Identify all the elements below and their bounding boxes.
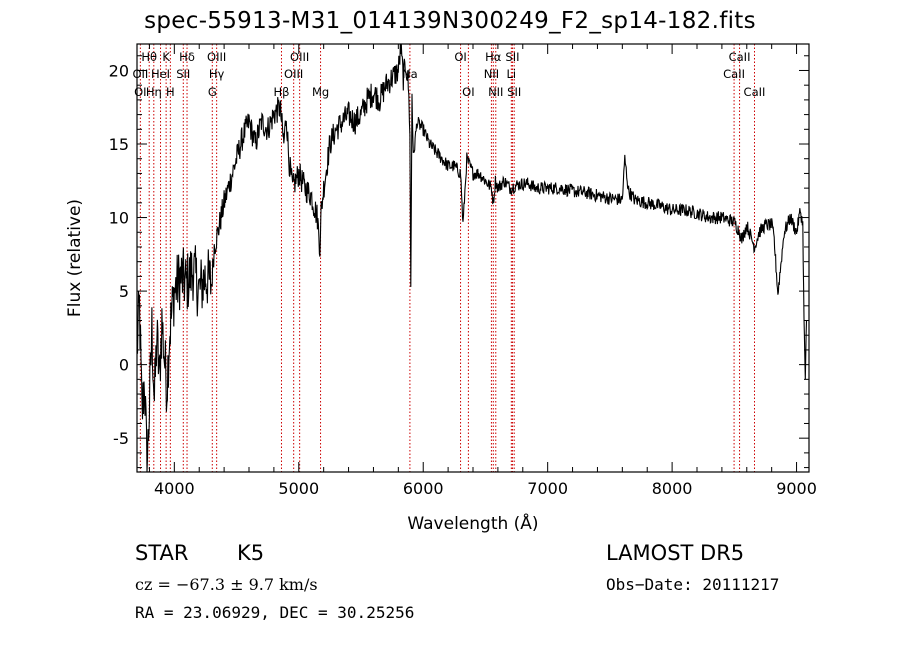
line-label-9: OII: [132, 67, 148, 81]
line-label-26: SII: [507, 85, 521, 99]
x-tick-label-3: 7000: [527, 479, 568, 498]
line-label-11: SII: [176, 67, 190, 81]
line-label-13: OIII: [284, 67, 303, 81]
chart-title: spec-55913-M31_014139N300249_F2_sp14-182…: [144, 8, 756, 34]
line-label-5: OI: [454, 50, 466, 64]
line-label-0: Hθ: [141, 50, 157, 64]
velocity-readout: cz = −67.3 ± 9.7 km/s: [135, 575, 318, 594]
plot-frame: [136, 43, 810, 473]
line-label-24: OI: [462, 85, 474, 99]
x-axis-label: Wavelength (Å): [407, 512, 538, 534]
line-label-15: NII: [484, 67, 499, 81]
line-label-12: Hγ: [209, 67, 225, 81]
survey-label: LAMOST DR5: [606, 541, 745, 565]
x-tick-label-2: 6000: [403, 479, 444, 498]
line-label-7: SII: [505, 50, 519, 64]
x-tick-label-0: 4000: [154, 479, 195, 498]
line-label-6: Hα: [485, 50, 502, 64]
y-tick-label-3: 10: [109, 209, 129, 228]
y-tick-label-5: 20: [109, 61, 129, 80]
line-label-21: G: [208, 85, 217, 99]
line-marks-layer: [139, 44, 755, 472]
line-label-1: K: [162, 50, 170, 64]
axis-layer: 4000 5000 6000 7000 8000 9000 -5 0 5 10 15 20: [109, 44, 817, 498]
line-label-14: Na: [402, 67, 418, 81]
line-label-25: NII: [488, 85, 503, 99]
line-label-19: Hη: [146, 85, 162, 99]
y-tick-label-2: 5: [119, 282, 129, 301]
x-tick-label-1: 5000: [278, 479, 319, 498]
line-label-8: CaII: [729, 50, 751, 64]
line-label-3: OIII: [207, 50, 226, 64]
series-layer: [136, 43, 808, 473]
object-subclass: K5: [237, 541, 265, 565]
line-label-23: Mg: [312, 85, 329, 99]
line-label-22: Hβ: [273, 85, 289, 99]
line-label-17: CaII: [723, 67, 745, 81]
y-tick-label-1: 0: [119, 356, 129, 375]
y-axis-label: Flux (relative): [65, 199, 85, 317]
x-tick-label-4: 8000: [652, 479, 693, 498]
line-label-16: Li: [507, 67, 517, 81]
line-label-20: H: [166, 85, 175, 99]
series-line-0: [136, 43, 808, 473]
line-label-18: OI: [134, 85, 146, 99]
obs-date: Obs−Date: 20111217: [606, 575, 780, 594]
x-tick-label-5: 9000: [776, 479, 817, 498]
line-label-2: Hδ: [179, 50, 195, 64]
y-tick-label-0: -5: [113, 429, 129, 448]
object-class: STAR: [135, 541, 189, 565]
line-label-4: OIII: [290, 50, 309, 64]
line-label-27: CaII: [744, 85, 766, 99]
line-label-10: HeI: [151, 67, 170, 81]
coordinates: RA = 23.06929, DEC = 30.25256: [135, 603, 415, 622]
y-tick-label-4: 15: [109, 135, 129, 154]
